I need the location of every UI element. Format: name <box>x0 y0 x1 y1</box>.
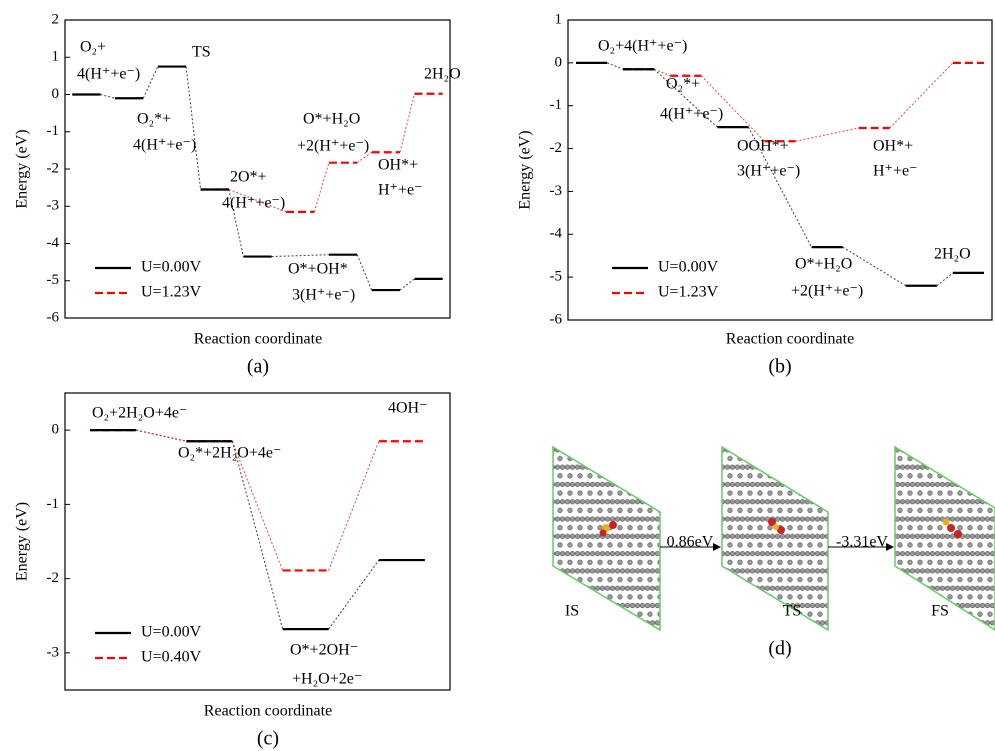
annotation: OOH*+ <box>737 138 789 155</box>
y-tick-label: -3 <box>550 183 563 199</box>
panel-d: IS TS FS 0.86eV -3.31eV (d) <box>553 447 995 660</box>
annotation: 2H₂O <box>424 66 461 83</box>
legend-label: U=1.23V <box>658 284 719 301</box>
connector <box>400 94 415 152</box>
annotation: OH*+ <box>873 138 913 155</box>
y-tick-label: -5 <box>47 272 60 288</box>
annotation: O*+H₂O <box>303 111 360 128</box>
annotation: O₂*+2H₂O+4e⁻ <box>178 445 281 462</box>
panel-label: (b) <box>768 356 791 378</box>
y-axis-title: Energy (eV) <box>14 129 31 208</box>
figure: IS TS FS 0.86eV -3.31eV (d) -6 -5 -4 -3 -2 -1… <box>0 0 995 751</box>
y-tick-label: -4 <box>47 235 60 251</box>
state-label: FS <box>931 603 949 620</box>
legend-label: U=0.00V <box>658 259 719 276</box>
annotation: 4(H⁺+e⁻) <box>133 137 196 154</box>
plot-frame <box>65 393 450 690</box>
connector <box>186 67 201 190</box>
connector <box>143 67 158 99</box>
annotation: 4(H⁺+e⁻) <box>222 195 285 212</box>
legend-label: U=0.40V <box>141 649 202 666</box>
annotation: O₂+4(H⁺+e⁻) <box>598 38 687 55</box>
annotation: 2H₂O <box>934 246 971 263</box>
x-axis-title: Reaction coordinate <box>726 331 854 348</box>
y-tick-label: -4 <box>550 226 563 242</box>
connector <box>101 95 116 99</box>
annotation: OH*+ <box>378 157 418 174</box>
legend-label: U=0.00V <box>141 259 202 276</box>
annotation: O₂+2H₂O+4e⁻ <box>92 405 187 422</box>
y-tick-label: -6 <box>550 311 563 327</box>
annotation: O*+2OH⁻ <box>290 642 358 659</box>
legend-label: U=0.00V <box>141 624 202 641</box>
annotation: O*+OH* <box>288 261 348 278</box>
y-tick-label: 1 <box>52 49 60 65</box>
legend-label: U=1.23V <box>141 284 202 301</box>
y-tick-label: 0 <box>52 86 60 102</box>
annotation: +H₂O+2e⁻ <box>292 671 362 688</box>
annotation: 4OH⁻ <box>388 400 428 417</box>
panel-label: (a) <box>247 356 269 378</box>
barrier-label: -3.31eV <box>836 534 888 551</box>
annotation: TS <box>192 44 211 61</box>
state-label: IS <box>565 603 579 620</box>
annotation: 2O*+ <box>230 169 267 186</box>
y-tick-label: -3 <box>47 198 60 214</box>
connector <box>329 441 379 570</box>
y-tick-label: 0 <box>555 54 563 70</box>
annotation: 4(H⁺+e⁻) <box>660 106 723 123</box>
annotation: +2(H⁺+e⁻) <box>297 138 369 155</box>
connector <box>607 63 623 69</box>
connector <box>232 441 282 629</box>
y-tick-label: -2 <box>47 160 60 176</box>
y-axis-title: Energy (eV) <box>517 130 534 209</box>
barrier-label: 0.86eV <box>667 534 714 551</box>
annotation: +2(H⁺+e⁻) <box>791 283 863 300</box>
state-label: TS <box>783 603 802 620</box>
y-tick-label: -1 <box>550 97 563 113</box>
y-tick-label: -2 <box>550 140 563 156</box>
connector <box>796 128 859 141</box>
annotation: O₂*+ <box>666 76 700 93</box>
annotation: 3(H⁺+e⁻) <box>292 287 355 304</box>
x-axis-title: Reaction coordinate <box>204 703 332 720</box>
connector <box>314 163 329 212</box>
annotation: 3(H⁺+e⁻) <box>737 163 800 180</box>
y-tick-label: 2 <box>52 11 60 27</box>
connector <box>272 255 329 257</box>
connector <box>136 430 186 441</box>
connector <box>329 560 379 629</box>
connector <box>937 273 953 286</box>
connector <box>357 255 372 290</box>
y-tick-label: -2 <box>47 570 60 586</box>
panel-label: (c) <box>257 728 279 750</box>
annotation: H⁺+e⁻ <box>378 182 423 199</box>
panel-label: (d) <box>768 638 791 660</box>
sheet <box>722 447 828 630</box>
connector <box>890 63 953 128</box>
annotation: O₂*+ <box>137 111 171 128</box>
y-tick-label: 1 <box>555 11 563 27</box>
y-tick-label: -6 <box>47 309 60 325</box>
connector <box>400 279 415 290</box>
y-tick-label: -5 <box>550 269 563 285</box>
y-axis-title: Energy (eV) <box>14 502 31 581</box>
x-axis-title: Reaction coordinate <box>194 331 322 348</box>
annotation: H⁺+e⁻ <box>873 163 918 180</box>
annotation: O*+H₂O <box>795 256 852 273</box>
y-tick-label: -1 <box>47 123 60 139</box>
y-tick-label: 0 <box>52 422 60 438</box>
y-tick-label: -1 <box>47 496 60 512</box>
annotation: 4(H⁺+e⁻) <box>77 66 140 83</box>
y-tick-label: -3 <box>47 644 60 660</box>
annotation: O₂+ <box>80 39 106 56</box>
